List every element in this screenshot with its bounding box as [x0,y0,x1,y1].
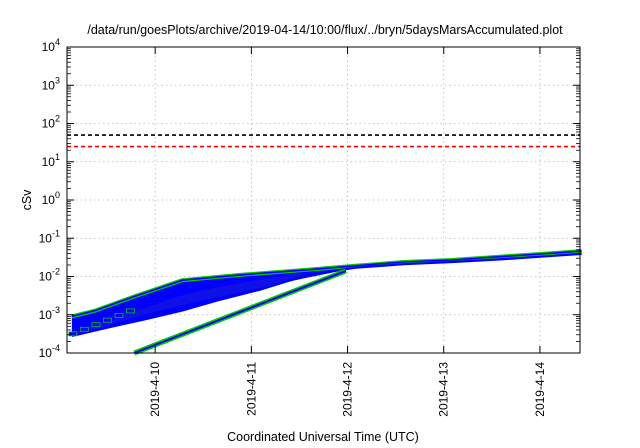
y-tick-base: 10 [42,40,56,54]
y-tick-label: 10-2 [39,267,60,284]
y-tick-exponent: -1 [52,228,60,238]
y-tick-label: 104 [42,37,60,54]
y-tick-label: 10-3 [39,305,60,322]
x-tick-label: 2019-4-13 [437,362,451,417]
y-tick-base: 10 [39,346,53,360]
series-lower-line [71,252,582,337]
data-series [68,249,582,356]
y-tick-exponent: 4 [55,37,60,47]
y-tick-label: 10-4 [39,343,60,360]
y-tick-label: 101 [42,152,60,169]
series-start-marker [126,308,135,314]
y-tick-exponent: 3 [55,75,60,85]
y-tick-label: 103 [42,75,60,92]
x-tick-label: 2019-4-10 [148,362,162,417]
y-tick-label: 100 [42,190,60,207]
axis-ticks [67,46,580,354]
x-tick-label: 2019-4-11 [244,362,258,416]
y-tick-base: 10 [42,78,56,92]
y-tick-base: 10 [42,155,56,169]
y-tick-exponent: 1 [55,152,60,162]
chart-title: /data/run/goesPlots/archive/2019-04-14/1… [87,23,563,37]
x-axis-title: Coordinated Universal Time (UTC) [227,430,419,444]
y-tick-label: 102 [42,114,60,131]
y-tick-exponent: -3 [52,305,60,315]
y-axis-title: cSv [20,189,34,211]
grid [67,47,580,353]
y-tick-exponent: 2 [55,114,60,124]
y-tick-base: 10 [42,117,56,131]
series-start-marker [103,317,112,323]
x-tick-labels: 2019-4-10 2019-4-11 2019-4-12 2019-4-13 2019… [148,362,547,417]
series-upper-line [71,250,582,318]
y-tick-base: 10 [39,231,53,245]
y-tick-exponent: -4 [52,343,60,353]
series-start-marker [68,331,78,337]
y-tick-base: 10 [42,193,56,207]
series-band-fill [71,251,582,336]
series-start-marker [79,326,89,332]
y-tick-exponent: 0 [55,190,60,200]
series-start-marker [91,322,101,328]
series-start-marker [114,313,124,318]
series-trace [148,267,347,314]
x-tick-label: 2019-4-14 [533,362,547,417]
y-tick-exponent: -2 [52,267,60,277]
y-tick-base: 10 [39,308,53,322]
reference-lines [67,134,580,148]
y-tick-base: 10 [39,270,53,284]
x-tick-label: 2019-4-12 [341,362,355,417]
y-tick-label: 10-1 [39,228,60,245]
series-early-line [133,269,347,354]
